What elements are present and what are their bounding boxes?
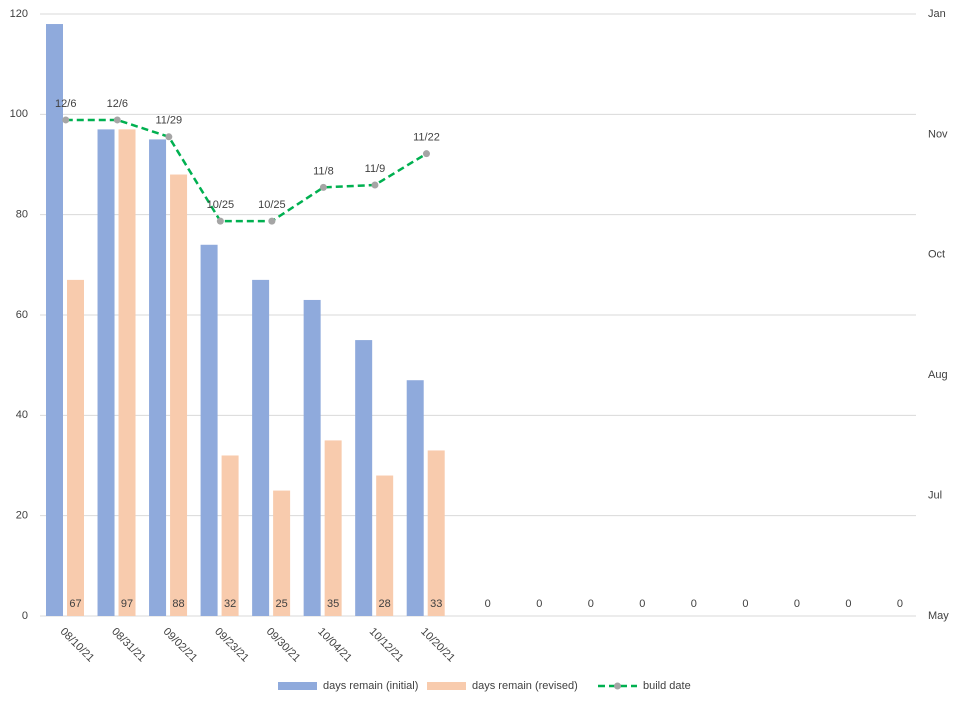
bar xyxy=(324,440,342,616)
y-tick-label: 120 xyxy=(10,8,28,20)
bar xyxy=(46,24,63,617)
legend-label: build date xyxy=(643,680,691,692)
data-label: 88 xyxy=(172,598,184,610)
x-tick-label: 09/23/21 xyxy=(212,626,251,665)
x-tick-label: 10/04/21 xyxy=(315,626,354,665)
y2-tick-label: Aug xyxy=(928,369,948,381)
data-label: 10/25 xyxy=(258,199,286,211)
y2-tick-label: Oct xyxy=(928,249,945,261)
x-tick-label: 08/31/21 xyxy=(109,626,148,665)
y-tick-label: 0 xyxy=(22,610,28,622)
y2-tick-label: Nov xyxy=(928,128,948,140)
legend-label: days remain (initial) xyxy=(323,680,418,692)
bar xyxy=(303,299,321,616)
bar xyxy=(355,340,373,616)
x-tick-label: 08/10/21 xyxy=(58,626,97,665)
data-label: 0 xyxy=(897,598,903,610)
data-label: 0 xyxy=(536,598,542,610)
data-label: 25 xyxy=(275,598,287,610)
y-tick-label: 20 xyxy=(16,510,28,522)
y-tick-label: 100 xyxy=(10,108,28,120)
legend-swatch xyxy=(427,682,466,690)
bar xyxy=(118,129,136,616)
bar xyxy=(200,244,218,616)
data-label: 0 xyxy=(794,598,800,610)
data-label: 11/9 xyxy=(365,163,386,175)
y2-tick-label: May xyxy=(928,610,949,622)
bar xyxy=(221,455,239,616)
legend-swatch xyxy=(278,682,317,690)
line-marker xyxy=(216,217,224,225)
data-label: 35 xyxy=(327,598,339,610)
data-label: 0 xyxy=(485,598,491,610)
y-tick-label: 40 xyxy=(16,409,28,421)
x-tick-label: 09/30/21 xyxy=(264,626,303,665)
data-label: 0 xyxy=(691,598,697,610)
data-label: 12/6 xyxy=(55,98,76,110)
data-label: 67 xyxy=(69,598,81,610)
line-marker xyxy=(422,150,430,158)
x-tick-label: 09/02/21 xyxy=(161,626,200,665)
line-marker xyxy=(319,183,327,191)
data-label: 10/25 xyxy=(207,199,235,211)
bar xyxy=(252,279,270,616)
bar xyxy=(149,139,167,616)
line-marker xyxy=(62,116,70,124)
bar xyxy=(170,174,188,617)
data-label: 28 xyxy=(379,598,391,610)
data-label: 0 xyxy=(742,598,748,610)
data-label: 33 xyxy=(430,598,442,610)
y-tick-label: 80 xyxy=(16,209,28,221)
y2-tick-label: Jan xyxy=(928,8,946,20)
data-label: 32 xyxy=(224,598,236,610)
y2-tick-label: Jul xyxy=(928,490,942,502)
data-label: 97 xyxy=(121,598,133,610)
bar xyxy=(376,475,394,616)
bar xyxy=(273,490,291,616)
line xyxy=(65,118,428,223)
line-marker xyxy=(371,181,379,189)
bar xyxy=(427,450,445,616)
line-marker xyxy=(113,116,121,124)
line-marker xyxy=(268,217,276,225)
x-tick-label: 10/20/21 xyxy=(418,626,457,665)
bar xyxy=(67,279,84,616)
data-label: 0 xyxy=(639,598,645,610)
data-label: 12/6 xyxy=(107,98,128,110)
y-tick-label: 60 xyxy=(16,309,28,321)
data-label: 11/29 xyxy=(155,115,182,127)
x-tick-label: 10/12/21 xyxy=(367,626,406,665)
bar xyxy=(97,129,115,616)
line-marker xyxy=(165,133,173,141)
data-label: 0 xyxy=(845,598,851,610)
legend-marker xyxy=(614,682,621,690)
data-label: 11/8 xyxy=(313,165,334,177)
legend-label: days remain (revised) xyxy=(472,680,578,692)
bar xyxy=(406,380,424,616)
data-label: 11/22 xyxy=(413,132,440,144)
data-label: 0 xyxy=(588,598,594,610)
